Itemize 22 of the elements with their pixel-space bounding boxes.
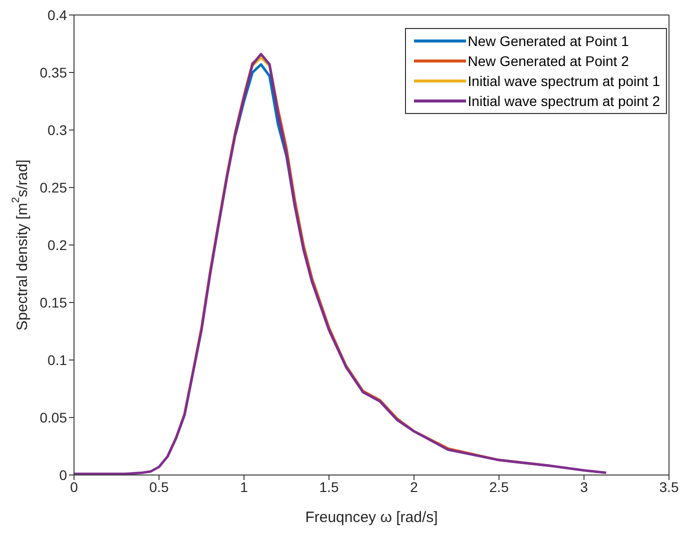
y-tick-label: 0.4 — [48, 6, 68, 23]
x-tick-label: 0 — [70, 478, 78, 495]
x-tick-label: 1.5 — [319, 478, 339, 495]
x-tick-label: 2.5 — [489, 478, 509, 495]
x-tick-label: 3.5 — [659, 478, 679, 495]
x-tick-label: 3 — [580, 478, 588, 495]
legend-label: Initial wave spectrum at point 1 — [468, 72, 660, 91]
y-tick-label: 0.1 — [48, 352, 68, 368]
y-tick-label: 0.25 — [40, 179, 68, 196]
legend-label: New Generated at Point 1 — [468, 32, 629, 51]
legend-label: New Generated at Point 2 — [468, 52, 629, 71]
x-tick-label: 0.5 — [149, 478, 169, 495]
x-axis-title: Freuqncey ω [rad/s] — [305, 509, 438, 526]
y-tick-label: 0.35 — [40, 64, 68, 80]
y-tick-label: 0.15 — [40, 294, 68, 310]
y-tick-label: 0.05 — [40, 409, 68, 426]
y-tick-label: 0.2 — [48, 236, 68, 253]
x-tick-label: 2 — [410, 478, 418, 495]
y-tick-label: 0.3 — [48, 122, 68, 138]
y-tick-label: 0 — [59, 466, 68, 483]
x-tick-label: 1 — [240, 478, 248, 495]
legend-label: Initial wave spectrum at point 2 — [468, 92, 660, 111]
